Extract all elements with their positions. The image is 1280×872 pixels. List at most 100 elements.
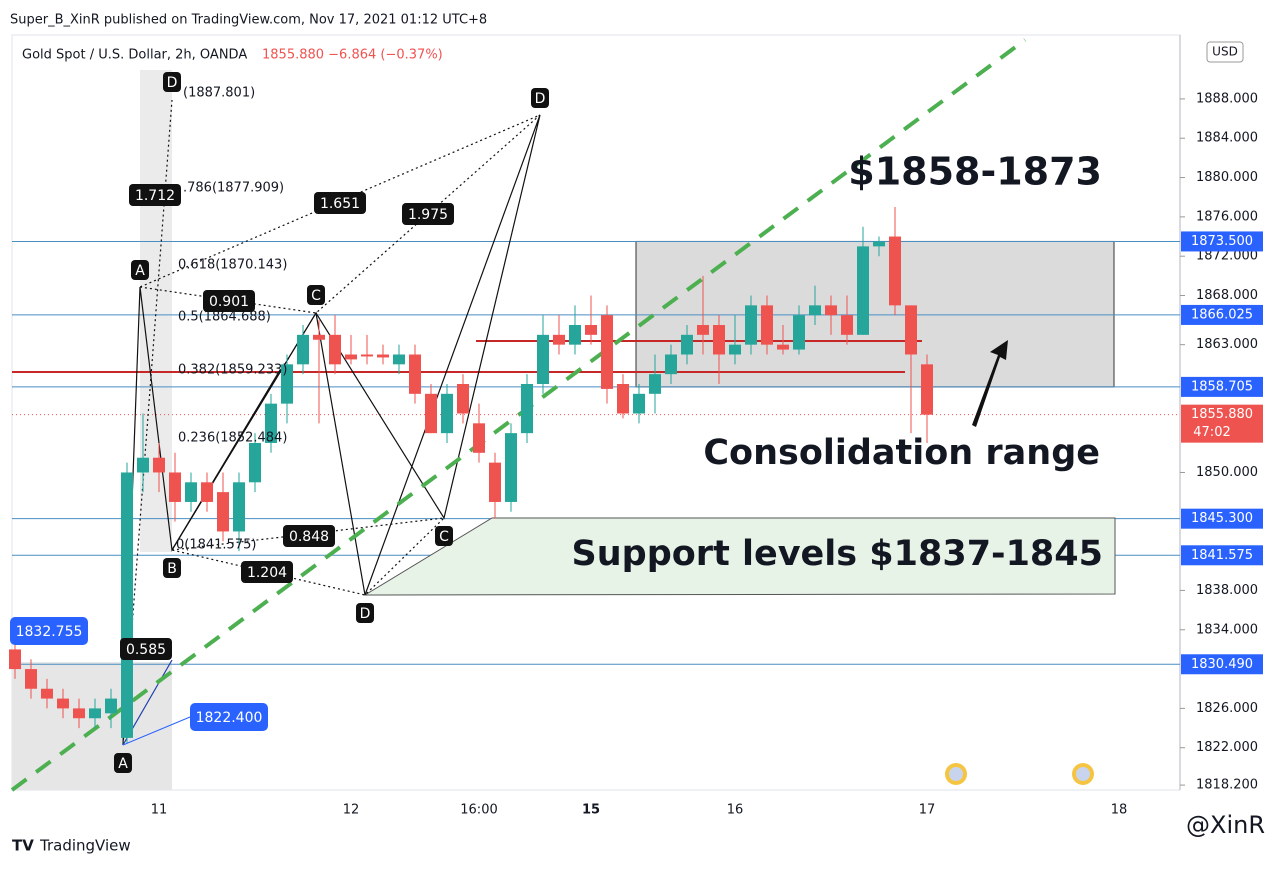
point-label: C bbox=[439, 529, 449, 545]
candle-body bbox=[841, 315, 853, 335]
candle-body bbox=[745, 305, 757, 345]
candle-body bbox=[921, 364, 933, 415]
candle-body bbox=[793, 315, 805, 350]
candle-body bbox=[281, 364, 293, 404]
y-tick-label: 1850.000 bbox=[1196, 465, 1258, 480]
x-tick-label: 16 bbox=[727, 803, 744, 818]
publisher: Super_B_XinR published on TradingView.co… bbox=[10, 13, 487, 28]
level-tag bbox=[1181, 231, 1263, 252]
candle-body bbox=[809, 305, 821, 316]
candle-body bbox=[665, 354, 677, 375]
x-tick-label: 18 bbox=[1111, 803, 1128, 818]
ratio-label: 1.204 bbox=[247, 565, 287, 581]
candle-body bbox=[537, 334, 549, 384]
y-tick-label: 1880.000 bbox=[1196, 170, 1258, 185]
level-tag-label: 1841.575 bbox=[1191, 548, 1253, 563]
candle-body bbox=[393, 354, 405, 365]
candle-body bbox=[345, 354, 357, 360]
point-marker bbox=[163, 72, 181, 92]
candle-body bbox=[457, 383, 469, 414]
ratio-box bbox=[283, 525, 335, 547]
point-marker bbox=[131, 260, 149, 280]
candle-body bbox=[553, 334, 565, 345]
level-tag-label: 1858.705 bbox=[1191, 379, 1253, 394]
fib-label: 0.5(1864.688) bbox=[178, 310, 271, 325]
ratio-label: 1.712 bbox=[135, 188, 175, 204]
y-tick-label: 1876.000 bbox=[1196, 209, 1258, 224]
event-icon bbox=[949, 767, 963, 781]
currency-box bbox=[1206, 41, 1244, 63]
candle-body bbox=[825, 305, 837, 316]
candle-body bbox=[681, 334, 693, 355]
candle-body bbox=[201, 482, 213, 502]
x-tick-label: 15 bbox=[582, 803, 600, 818]
ratio-box bbox=[203, 290, 255, 312]
brand: TradingView bbox=[39, 837, 131, 855]
y-tick-label: 1888.000 bbox=[1196, 91, 1258, 106]
ratio-box bbox=[402, 203, 454, 225]
candle-body bbox=[521, 383, 533, 434]
y-tick-label: 1872.000 bbox=[1196, 249, 1258, 264]
price-label-leader bbox=[122, 716, 191, 746]
point-label: D bbox=[535, 91, 546, 107]
range-note: Consolidation range bbox=[703, 433, 1100, 473]
ratio-label: 0.901 bbox=[209, 294, 249, 310]
candle-body bbox=[761, 305, 773, 345]
last-price-tag bbox=[1181, 404, 1263, 443]
x-tick-label: 17 bbox=[919, 803, 936, 818]
support-note: Support levels $1837-1845 bbox=[572, 534, 1103, 574]
price-label: 1832.755 bbox=[16, 624, 83, 640]
candle-body bbox=[617, 383, 629, 414]
point-marker bbox=[531, 88, 549, 108]
point-label: C bbox=[311, 288, 321, 304]
symbol: Gold Spot / U.S. Dollar, 2h, OANDA bbox=[22, 48, 247, 63]
fib-label: 0.236(1852.484) bbox=[178, 431, 287, 446]
candle-body bbox=[233, 482, 245, 532]
fib-label: .786(1877.909) bbox=[183, 181, 284, 196]
candle-body bbox=[777, 344, 789, 350]
candle-body bbox=[73, 708, 85, 719]
y-tick-label: 1863.000 bbox=[1196, 337, 1258, 352]
candle-body bbox=[489, 462, 501, 502]
candle-body bbox=[889, 236, 901, 306]
plot-frame bbox=[11, 34, 1181, 791]
candle-body bbox=[105, 698, 117, 714]
level-tag-label: 1845.300 bbox=[1191, 511, 1253, 526]
fib-label: 0.382(1859.233) bbox=[178, 363, 287, 378]
candle-body bbox=[905, 305, 917, 355]
point-marker bbox=[114, 753, 132, 773]
candle-body bbox=[41, 688, 53, 699]
ratio-box bbox=[120, 638, 172, 660]
candle-body bbox=[729, 344, 741, 355]
range-title: $1858-1873 bbox=[848, 150, 1102, 194]
level-tag bbox=[1181, 508, 1263, 529]
fib-label: 0.618(1870.143) bbox=[178, 258, 287, 273]
candle-body bbox=[505, 433, 517, 502]
candle-body bbox=[265, 403, 277, 443]
point-marker bbox=[307, 285, 325, 305]
arrow bbox=[972, 340, 1008, 427]
event-icon bbox=[1076, 767, 1090, 781]
point-label: A bbox=[135, 263, 145, 279]
candle-body bbox=[697, 325, 709, 335]
x-tick-label: 12 bbox=[343, 803, 360, 818]
candle-body bbox=[9, 649, 21, 670]
candle-body bbox=[169, 472, 181, 502]
candle-body bbox=[569, 325, 581, 345]
candle-body bbox=[121, 472, 133, 738]
level-tag bbox=[1181, 304, 1263, 325]
point-marker bbox=[356, 603, 374, 623]
candle-body bbox=[409, 354, 421, 394]
pattern-leg bbox=[171, 114, 541, 596]
candle-body bbox=[377, 354, 389, 358]
y-tick-label: 1884.000 bbox=[1196, 131, 1258, 146]
point-label: B bbox=[167, 561, 177, 577]
watermark: @XinR bbox=[1186, 811, 1265, 839]
candle-body bbox=[89, 708, 101, 719]
point-marker bbox=[163, 558, 181, 578]
x-tick-label: 16:00 bbox=[460, 803, 497, 818]
last-price-label: 1855.880 bbox=[1191, 407, 1253, 422]
candle-body bbox=[153, 457, 165, 473]
candle-body bbox=[873, 241, 885, 247]
candle-body bbox=[361, 354, 373, 357]
